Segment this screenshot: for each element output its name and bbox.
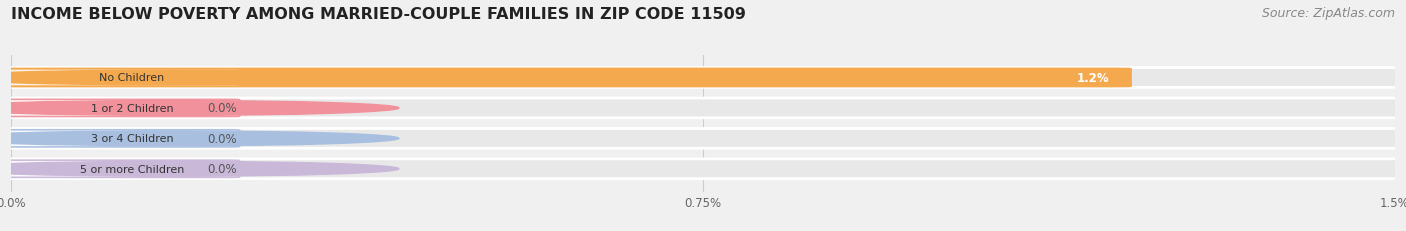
FancyBboxPatch shape xyxy=(1,130,202,148)
FancyBboxPatch shape xyxy=(0,129,1406,149)
FancyBboxPatch shape xyxy=(1,160,202,178)
FancyBboxPatch shape xyxy=(3,161,239,178)
FancyBboxPatch shape xyxy=(1,100,202,117)
FancyBboxPatch shape xyxy=(0,159,1406,179)
FancyBboxPatch shape xyxy=(3,130,239,147)
Circle shape xyxy=(0,161,399,176)
Text: 3 or 4 Children: 3 or 4 Children xyxy=(90,134,173,144)
Circle shape xyxy=(0,131,399,146)
Text: 0.0%: 0.0% xyxy=(207,163,238,176)
Circle shape xyxy=(0,71,399,86)
Text: 5 or more Children: 5 or more Children xyxy=(80,164,184,174)
Text: INCOME BELOW POVERTY AMONG MARRIED-COUPLE FAMILIES IN ZIP CODE 11509: INCOME BELOW POVERTY AMONG MARRIED-COUPL… xyxy=(11,7,747,22)
Text: 0.0%: 0.0% xyxy=(207,132,238,145)
Text: 0.0%: 0.0% xyxy=(207,102,238,115)
FancyBboxPatch shape xyxy=(0,68,1132,88)
FancyBboxPatch shape xyxy=(0,68,1406,88)
Text: 1.2%: 1.2% xyxy=(1076,72,1109,85)
FancyBboxPatch shape xyxy=(3,100,239,117)
Text: 1 or 2 Children: 1 or 2 Children xyxy=(90,103,173,113)
Text: No Children: No Children xyxy=(100,73,165,83)
Text: Source: ZipAtlas.com: Source: ZipAtlas.com xyxy=(1261,7,1395,20)
FancyBboxPatch shape xyxy=(0,99,1406,118)
FancyBboxPatch shape xyxy=(3,70,239,87)
Circle shape xyxy=(0,101,399,116)
